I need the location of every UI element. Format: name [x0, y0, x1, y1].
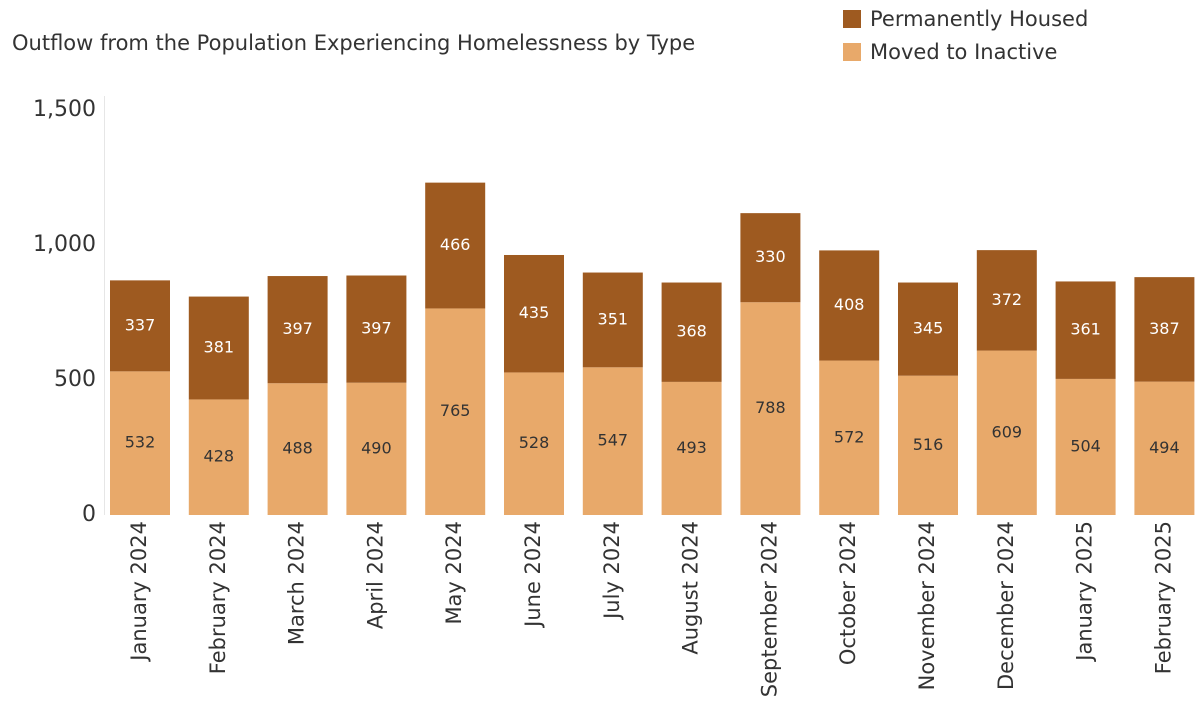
x-tick-label: January 2025: [1073, 521, 1097, 663]
x-tick-label: April 2024: [363, 521, 387, 629]
bar-segment-permanently-housed[interactable]: [1134, 277, 1195, 382]
data-label-permanently-housed: 372: [992, 290, 1023, 309]
data-label-permanently-housed: 466: [440, 235, 471, 254]
data-label-moved-to-inactive: 572: [834, 427, 865, 446]
bar-segment-moved-to-inactive[interactable]: [819, 360, 880, 515]
legend-item-permanently-housed[interactable]: Permanently Housed: [843, 2, 1088, 35]
bar-segment-moved-to-inactive[interactable]: [582, 367, 643, 515]
y-tick-label: 1,500: [33, 97, 96, 122]
bar-segment-permanently-housed[interactable]: [425, 182, 486, 309]
bar-segment-moved-to-inactive[interactable]: [976, 350, 1037, 515]
data-label-permanently-housed: 345: [913, 319, 944, 338]
legend-swatch-permanently-housed: [843, 9, 861, 28]
legend: Permanently Housed Moved to Inactive: [843, 2, 1088, 68]
data-label-moved-to-inactive: 428: [204, 447, 235, 466]
data-label-moved-to-inactive: 765: [440, 401, 471, 420]
legend-label-permanently-housed: Permanently Housed: [870, 6, 1089, 31]
bar-segment-moved-to-inactive[interactable]: [188, 399, 249, 515]
data-label-permanently-housed: 361: [1070, 320, 1101, 339]
y-tick-label: 0: [82, 502, 96, 527]
x-tick-label: December 2024: [994, 521, 1018, 690]
y-tick-label: 500: [54, 367, 96, 392]
data-label-permanently-housed: 381: [204, 338, 235, 357]
bar-segment-moved-to-inactive[interactable]: [425, 308, 486, 515]
x-tick-label: February 2024: [206, 521, 230, 674]
bar-segment-permanently-housed[interactable]: [976, 250, 1037, 351]
bar-segment-permanently-housed[interactable]: [661, 282, 722, 382]
data-label-moved-to-inactive: 493: [676, 438, 707, 457]
bar-segment-moved-to-inactive[interactable]: [110, 371, 170, 515]
data-label-permanently-housed: 408: [834, 295, 865, 314]
data-label-permanently-housed: 397: [361, 319, 392, 338]
bar-segment-permanently-housed[interactable]: [346, 275, 407, 383]
data-label-permanently-housed: 337: [125, 315, 156, 334]
legend-label-moved-to-inactive: Moved to Inactive: [870, 39, 1058, 64]
data-label-permanently-housed: 368: [676, 322, 707, 341]
x-tick-label: May 2024: [442, 521, 466, 625]
bar-segment-permanently-housed[interactable]: [504, 254, 564, 373]
bar-segment-moved-to-inactive[interactable]: [1055, 378, 1116, 515]
data-label-moved-to-inactive: 490: [361, 438, 392, 457]
legend-swatch-moved-to-inactive: [843, 42, 861, 61]
bar-segment-moved-to-inactive[interactable]: [740, 302, 801, 515]
x-tick-label: November 2024: [915, 521, 939, 690]
bar-segment-moved-to-inactive[interactable]: [504, 372, 564, 515]
bar-segment-moved-to-inactive[interactable]: [898, 375, 958, 515]
y-tick-label: 1,000: [33, 232, 96, 257]
bar-segment-permanently-housed[interactable]: [819, 250, 880, 361]
data-label-moved-to-inactive: 609: [992, 422, 1023, 441]
x-tick-label: February 2025: [1151, 521, 1175, 674]
bar-segment-permanently-housed[interactable]: [1055, 281, 1116, 379]
bar-segment-moved-to-inactive[interactable]: [346, 382, 407, 515]
x-tick-label: July 2024: [600, 521, 624, 621]
x-tick-label: August 2024: [679, 521, 703, 655]
bar-segment-permanently-housed[interactable]: [110, 280, 170, 372]
x-tick-label: September 2024: [757, 521, 781, 697]
legend-item-moved-to-inactive[interactable]: Moved to Inactive: [843, 35, 1088, 68]
data-label-permanently-housed: 397: [282, 319, 313, 338]
x-tick-label: October 2024: [836, 521, 860, 665]
data-label-moved-to-inactive: 504: [1070, 436, 1101, 455]
data-label-permanently-housed: 351: [598, 309, 629, 328]
bar-segment-permanently-housed[interactable]: [740, 213, 801, 303]
bar-segment-permanently-housed[interactable]: [582, 272, 643, 368]
bar-segment-permanently-housed[interactable]: [188, 296, 249, 400]
x-tick-label: January 2024: [127, 521, 151, 663]
data-label-moved-to-inactive: 547: [598, 431, 629, 450]
data-label-moved-to-inactive: 528: [519, 433, 550, 452]
data-label-permanently-housed: 330: [755, 247, 786, 266]
data-label-permanently-housed: 387: [1149, 319, 1180, 338]
bar-segment-permanently-housed[interactable]: [898, 282, 958, 376]
x-tick-label: June 2024: [521, 521, 545, 629]
bar-segment-moved-to-inactive[interactable]: [267, 383, 328, 515]
bar-segment-moved-to-inactive[interactable]: [1134, 381, 1195, 515]
bar-segment-permanently-housed[interactable]: [267, 276, 328, 384]
chart-title: Outflow from the Population Experiencing…: [12, 31, 696, 55]
data-label-moved-to-inactive: 788: [755, 398, 786, 417]
data-label-moved-to-inactive: 532: [125, 433, 156, 452]
data-label-moved-to-inactive: 516: [913, 435, 944, 454]
data-label-moved-to-inactive: 488: [282, 439, 313, 458]
data-label-permanently-housed: 435: [519, 303, 550, 322]
data-label-moved-to-inactive: 494: [1149, 438, 1180, 457]
x-tick-label: March 2024: [285, 521, 309, 645]
bar-segment-moved-to-inactive[interactable]: [661, 381, 722, 515]
